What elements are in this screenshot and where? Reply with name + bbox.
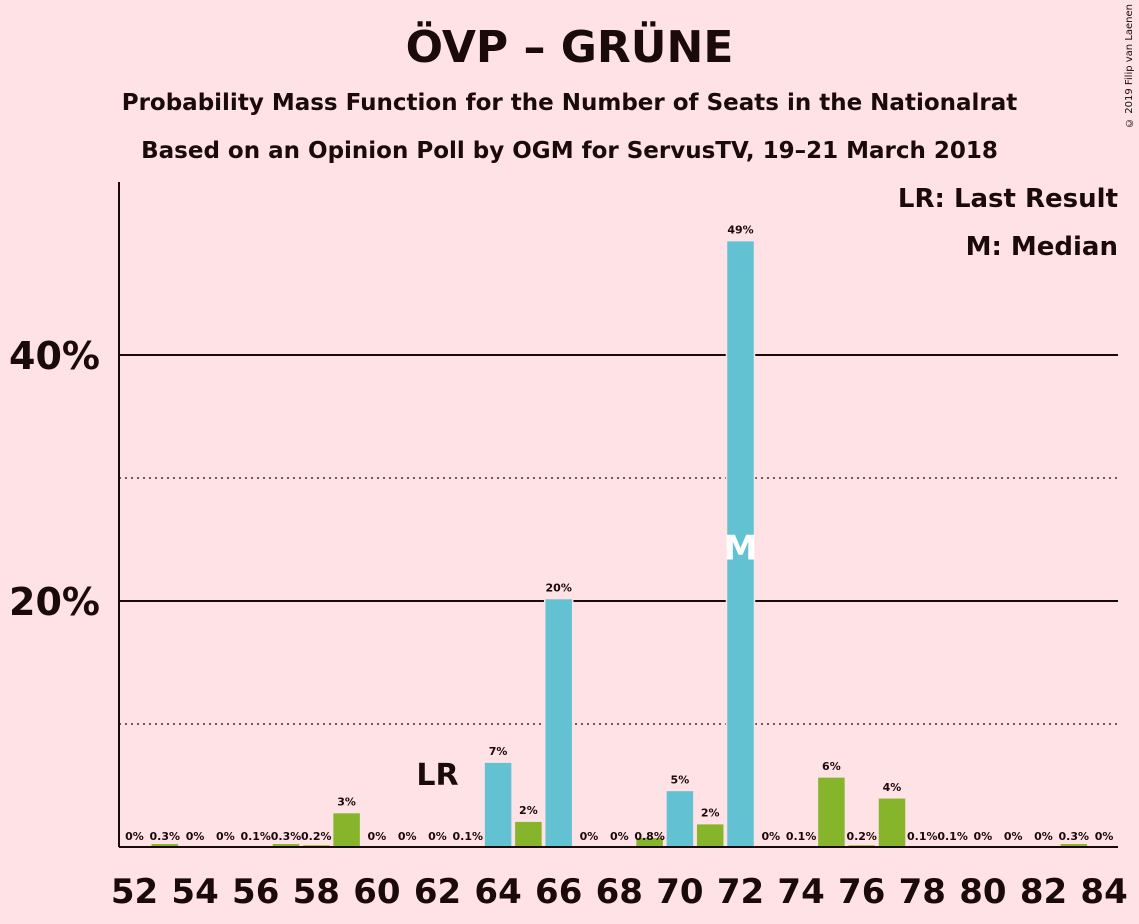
- x-tick-label: 60: [353, 872, 400, 912]
- bar-value-label: 6%: [822, 760, 841, 773]
- x-tick-label: 56: [232, 872, 279, 912]
- bar-value-label: 0%: [368, 830, 387, 843]
- bar-seat-71: [695, 822, 725, 848]
- bar-value-label: 0.1%: [453, 830, 484, 843]
- bar-value-label: 0.8%: [634, 830, 665, 843]
- bar-value-label: 0%: [186, 830, 205, 843]
- bar-value-label: 0%: [1095, 830, 1114, 843]
- bar-value-label: 7%: [489, 745, 508, 758]
- legend-median: M: Median: [965, 232, 1118, 262]
- bar-seat-75: [816, 776, 847, 848]
- x-tick-label: 66: [535, 872, 582, 912]
- bar-value-label: 5%: [671, 773, 690, 786]
- bar-value-label: 0.1%: [240, 830, 271, 843]
- x-tick-label: 58: [293, 872, 340, 912]
- bar-value-label: 0%: [1004, 830, 1023, 843]
- bar-seat-64: [483, 761, 513, 848]
- bar-value-label: 0.3%: [271, 830, 302, 843]
- bar-seat-70: [665, 789, 695, 848]
- bar-value-label: 0%: [610, 830, 629, 843]
- bar-value-label: 0%: [1034, 830, 1053, 843]
- x-tick-label: 78: [899, 872, 946, 912]
- x-tick-label: 52: [111, 872, 158, 912]
- bar-value-label: 0.3%: [150, 830, 181, 843]
- x-tick-label: 54: [171, 872, 218, 912]
- bar-seat-72: [725, 239, 756, 848]
- bar-value-label: 0%: [761, 830, 780, 843]
- bar-value-label: 20%: [546, 582, 572, 595]
- bar-seat-77: [877, 797, 907, 848]
- bar-value-label: 0%: [125, 830, 144, 843]
- x-tick-label: 70: [656, 872, 703, 912]
- bar-value-label: 0.2%: [846, 830, 877, 843]
- y-tick-label: 20%: [9, 580, 100, 624]
- legend-last-result: LR: Last Result: [897, 184, 1118, 214]
- bar-seat-66: [543, 597, 574, 848]
- bar-value-label: 49%: [727, 224, 753, 237]
- bar-seat-65: [513, 820, 544, 848]
- x-tick-label: 62: [414, 872, 461, 912]
- bar-value-label: 0%: [580, 830, 599, 843]
- bar-value-label: 2%: [519, 804, 538, 817]
- chart-source-line: Based on an Opinion Poll by OGM for Serv…: [141, 138, 998, 164]
- bar-value-label: 0.1%: [937, 830, 968, 843]
- x-tick-label: 64: [474, 872, 521, 912]
- last-result-marker: LR: [416, 758, 458, 793]
- bar-value-label: 2%: [701, 807, 720, 820]
- bar-value-label: 0%: [398, 830, 417, 843]
- x-tick-label: 76: [838, 872, 885, 912]
- x-tick-label: 80: [959, 872, 1006, 912]
- chart-subtitle: Probability Mass Function for the Number…: [121, 90, 1018, 116]
- bar-value-label: 0.2%: [301, 830, 332, 843]
- y-tick-label: 40%: [9, 334, 100, 378]
- x-tick-label: 82: [1020, 872, 1067, 912]
- bar-value-label: 3%: [337, 796, 356, 809]
- x-tick-label: 68: [596, 872, 643, 912]
- x-tick-label: 72: [717, 872, 764, 912]
- x-tick-label: 74: [777, 872, 824, 912]
- bar-value-label: 0.1%: [907, 830, 938, 843]
- bar-value-label: 4%: [883, 781, 902, 794]
- bar-seat-59: [331, 811, 362, 848]
- bar-value-label: 0.1%: [786, 830, 817, 843]
- bar-value-label: 0%: [428, 830, 447, 843]
- x-tick-label: 84: [1080, 872, 1127, 912]
- median-marker: M: [724, 529, 758, 569]
- bar-value-label: 0%: [216, 830, 235, 843]
- bar-value-label: 0.3%: [1059, 830, 1090, 843]
- bar-value-label: 0%: [974, 830, 993, 843]
- chart-title: ÖVP – GRÜNE: [405, 22, 734, 73]
